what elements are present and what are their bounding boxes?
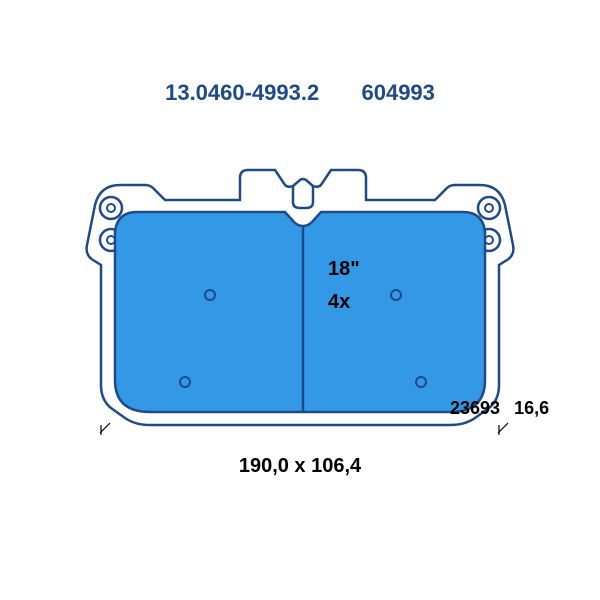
dimensions-label: 190,0 x 106,4	[0, 455, 600, 478]
part-number-primary: 13.0460-4993.2	[165, 80, 319, 105]
side-annotation: 23693 16,6	[450, 398, 549, 419]
center-tab-notch	[293, 186, 313, 208]
brake-pad-svg: Ate ®	[75, 130, 525, 440]
friction-material	[115, 212, 485, 412]
header-labels: 13.0460-4993.2 604993	[0, 80, 600, 106]
mount-hole-tr-outer	[478, 197, 500, 219]
brake-pad-diagram: Ate ®	[75, 130, 525, 430]
pad-thickness: 16,6	[514, 398, 549, 418]
mount-hole-tl-outer	[100, 197, 122, 219]
mount-hole-tr-inner	[485, 204, 493, 212]
part-number-secondary: 604993	[361, 80, 434, 105]
pad-code: 23693	[450, 398, 500, 418]
quantity-label: 4x	[328, 291, 350, 313]
mount-hole-tl-inner	[107, 204, 115, 212]
technical-diagram-container: 13.0460-4993.2 604993 Ate ®	[0, 0, 600, 600]
wheel-size-label: 18"	[328, 258, 360, 280]
